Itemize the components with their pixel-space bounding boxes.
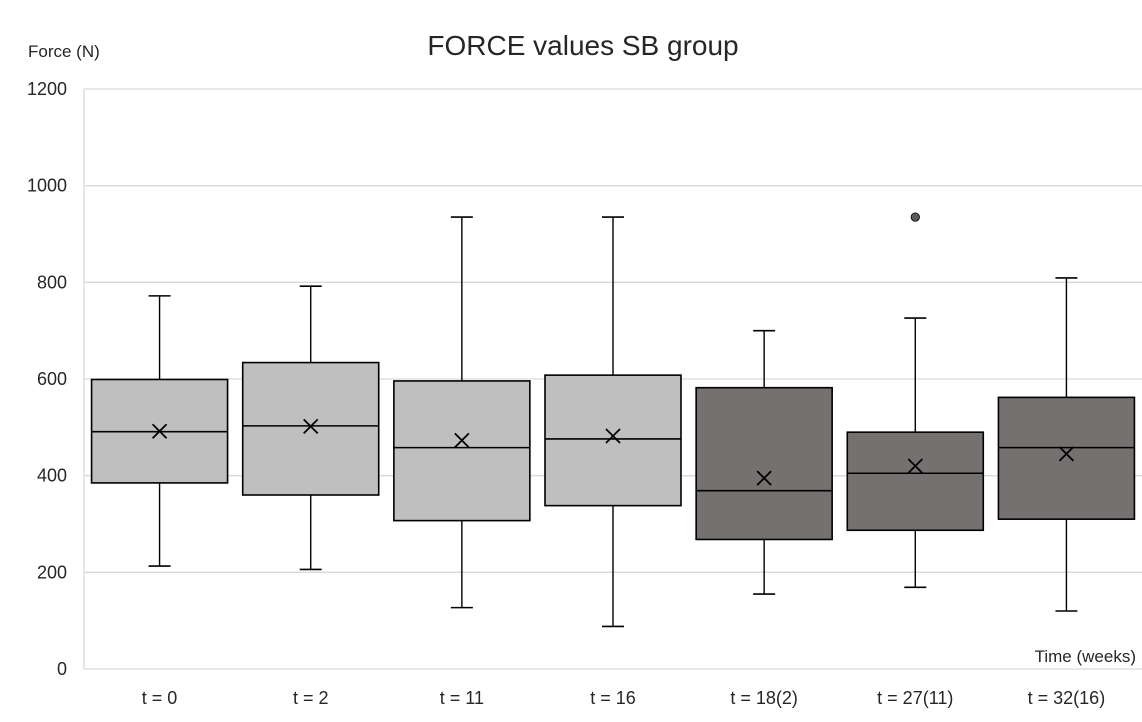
y-tick-label: 1000 xyxy=(27,176,67,196)
y-tick-label: 600 xyxy=(37,369,67,389)
outlier-point xyxy=(910,212,920,222)
iqr-box xyxy=(695,386,833,541)
x-category-label: t = 18(2) xyxy=(730,688,798,708)
box-plot-1 xyxy=(90,295,229,567)
box-plot-2 xyxy=(241,285,380,571)
x-category-label: t = 2 xyxy=(293,688,329,708)
box-plot-5 xyxy=(695,329,833,595)
iqr-box xyxy=(241,361,380,496)
box-plot-3 xyxy=(393,216,531,609)
mean-marker xyxy=(303,418,319,435)
iqr-box xyxy=(846,431,985,532)
y-axis-tick-labels: 0 200 400 600 800 1000 1200 xyxy=(27,79,67,679)
box-plot-6 xyxy=(846,212,985,589)
x-category-label: t = 0 xyxy=(142,688,178,708)
y-tick-label: 400 xyxy=(37,466,67,486)
x-category-label: t = 32(16) xyxy=(1028,688,1106,708)
y-tick-label: 200 xyxy=(37,562,67,582)
mean-marker xyxy=(151,423,168,439)
box-plot-7 xyxy=(997,277,1136,612)
mean-marker xyxy=(454,432,470,449)
y-axis-title: Force (N) xyxy=(28,42,100,61)
x-axis-title: Time (weeks) xyxy=(1035,647,1136,666)
x-axis-category-labels: t = 0 t = 2 t = 11 t = 16 t = 18(2) t = 27(11… xyxy=(142,688,1105,708)
y-tick-label: 800 xyxy=(37,272,67,292)
iqr-box xyxy=(393,380,531,522)
iqr-box xyxy=(544,374,682,507)
iqr-box xyxy=(997,396,1136,520)
mean-marker xyxy=(907,458,923,474)
box-series xyxy=(90,212,1136,628)
x-category-label: t = 27(11) xyxy=(877,688,953,708)
mean-marker xyxy=(605,428,621,444)
mean-marker xyxy=(756,470,772,486)
y-tick-label: 1200 xyxy=(27,79,67,99)
x-category-label: t = 11 xyxy=(440,688,484,708)
box-plot-4 xyxy=(544,216,682,628)
y-tick-label: 0 xyxy=(57,659,67,679)
x-category-label: t = 16 xyxy=(590,688,636,708)
chart-title: FORCE values SB group xyxy=(427,30,738,61)
mean-marker xyxy=(1058,446,1075,462)
